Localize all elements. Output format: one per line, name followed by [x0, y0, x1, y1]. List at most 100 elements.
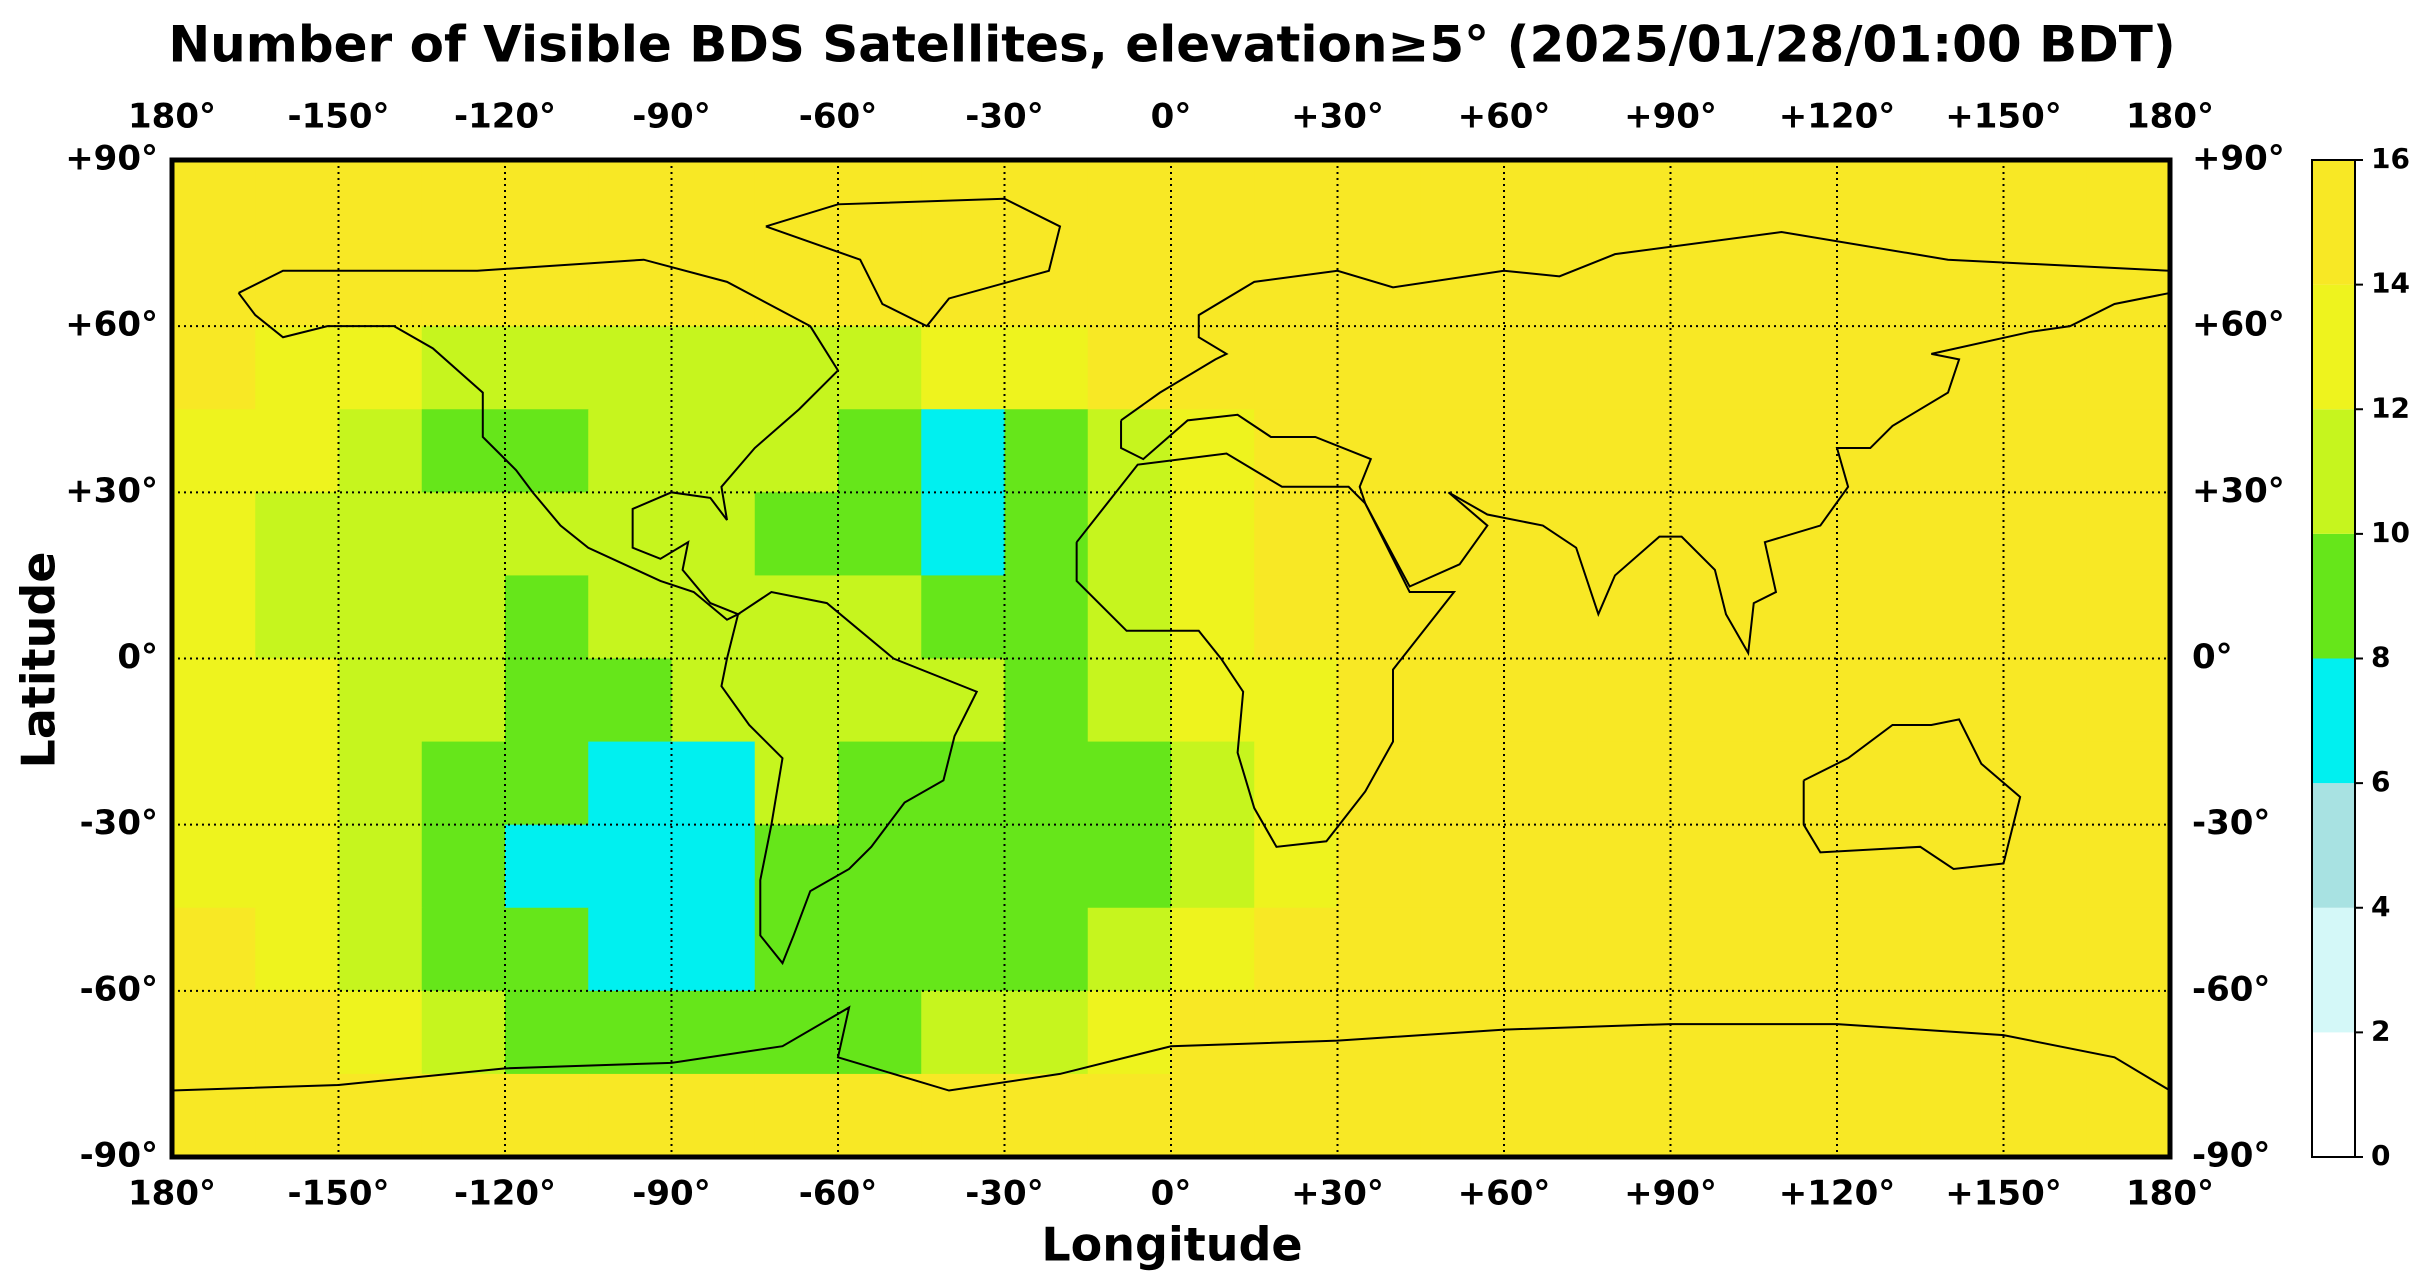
- x-tick-label: 0°: [1151, 1174, 1192, 1214]
- cell: [2003, 243, 2088, 327]
- cell: [338, 990, 423, 1075]
- cell: [421, 907, 506, 992]
- cell: [1504, 492, 1588, 577]
- cell: [671, 1073, 756, 1158]
- cell: [255, 658, 340, 743]
- cell: [1837, 326, 1921, 410]
- cell: [1087, 326, 1172, 410]
- cell: [754, 575, 839, 660]
- cell: [1504, 409, 1588, 493]
- cell: [1420, 658, 1505, 743]
- cell: [671, 658, 756, 743]
- cell: [1254, 824, 1339, 909]
- axes: 180° 180° -150° -150° -120° -120° -90° -90° -60°…: [65, 97, 2410, 1214]
- cell: [421, 243, 506, 327]
- colorbar-tick-label: 0: [2371, 1139, 2390, 1172]
- cell: [2086, 160, 2171, 244]
- cell: [1087, 492, 1172, 577]
- cell: [1670, 160, 1755, 244]
- cell: [421, 409, 506, 493]
- cell: [1254, 658, 1339, 743]
- cell: [1337, 326, 1422, 410]
- coastline: [171, 1005, 2171, 1092]
- cell: [1670, 907, 1755, 992]
- map-frame: [169, 157, 2173, 1160]
- cell: [1087, 990, 1172, 1075]
- cell: [1837, 160, 1921, 244]
- cell: [671, 409, 756, 493]
- cell: [1587, 824, 1672, 909]
- cell: [2003, 658, 2088, 743]
- cell: [1920, 907, 2005, 992]
- cell: [2003, 326, 2088, 410]
- cell: [1670, 243, 1755, 327]
- cell: [1753, 492, 1838, 577]
- cell: [1920, 243, 2005, 327]
- cell: [1087, 907, 1172, 992]
- colorbar-tick-label: 10: [2371, 516, 2410, 549]
- cell: [1587, 658, 1672, 743]
- x-tick-label: 180°: [2126, 1174, 2214, 1214]
- x-tick-label: +60°: [1458, 1174, 1551, 1214]
- cell: [338, 326, 423, 410]
- cell: [2003, 990, 2088, 1075]
- cell: [1587, 326, 1672, 410]
- cell: [1004, 824, 1089, 909]
- cell: [1254, 1073, 1339, 1158]
- cell: [1420, 409, 1505, 493]
- cell: [1837, 492, 1921, 577]
- cell: [921, 492, 1006, 577]
- cell: [505, 409, 589, 493]
- cell: [1587, 741, 1672, 826]
- cell: [421, 1073, 506, 1158]
- cell: [1087, 824, 1172, 909]
- cell: [1837, 1073, 1921, 1158]
- colorbar-segment: [2312, 658, 2355, 784]
- cell: [255, 907, 340, 992]
- cell: [1504, 990, 1588, 1075]
- cell: [255, 326, 340, 410]
- cell: [838, 492, 922, 577]
- cell: [338, 575, 423, 660]
- cell: [1337, 990, 1422, 1075]
- cell: [1504, 326, 1588, 410]
- cell: [1337, 658, 1422, 743]
- y-tick-label-right: +30°: [2192, 471, 2285, 511]
- cell: [1753, 824, 1838, 909]
- cell: [1171, 409, 1255, 493]
- cell: [1004, 741, 1089, 826]
- cell: [2086, 575, 2171, 660]
- cell: [1753, 575, 1838, 660]
- cell: [1171, 658, 1255, 743]
- cell: [588, 824, 673, 909]
- cell: [338, 160, 423, 244]
- cell: [1753, 243, 1838, 327]
- cell: [1670, 658, 1755, 743]
- cell: [1753, 990, 1838, 1075]
- colorbar-segment: [2312, 409, 2355, 534]
- cell: [1920, 492, 2005, 577]
- cell: [172, 1073, 256, 1158]
- cell: [505, 658, 589, 743]
- cell: [1753, 409, 1838, 493]
- cell: [754, 741, 839, 826]
- x-tick-label-top: +150°: [1945, 97, 2061, 137]
- cell: [2086, 990, 2171, 1075]
- cell: [588, 1073, 673, 1158]
- cell: [172, 409, 256, 493]
- x-tick-label: -30°: [965, 1174, 1043, 1214]
- cell: [172, 658, 256, 743]
- y-tick-label: -30°: [80, 803, 158, 843]
- cell: [172, 326, 256, 410]
- cell: [754, 326, 839, 410]
- cell: [505, 575, 589, 660]
- cell: [172, 575, 256, 660]
- cell: [754, 990, 839, 1075]
- cell: [838, 658, 922, 743]
- cell: [1420, 492, 1505, 577]
- cell: [2086, 824, 2171, 909]
- cell: [588, 326, 673, 410]
- cell: [1171, 990, 1255, 1075]
- cell: [838, 575, 922, 660]
- cell: [1670, 741, 1755, 826]
